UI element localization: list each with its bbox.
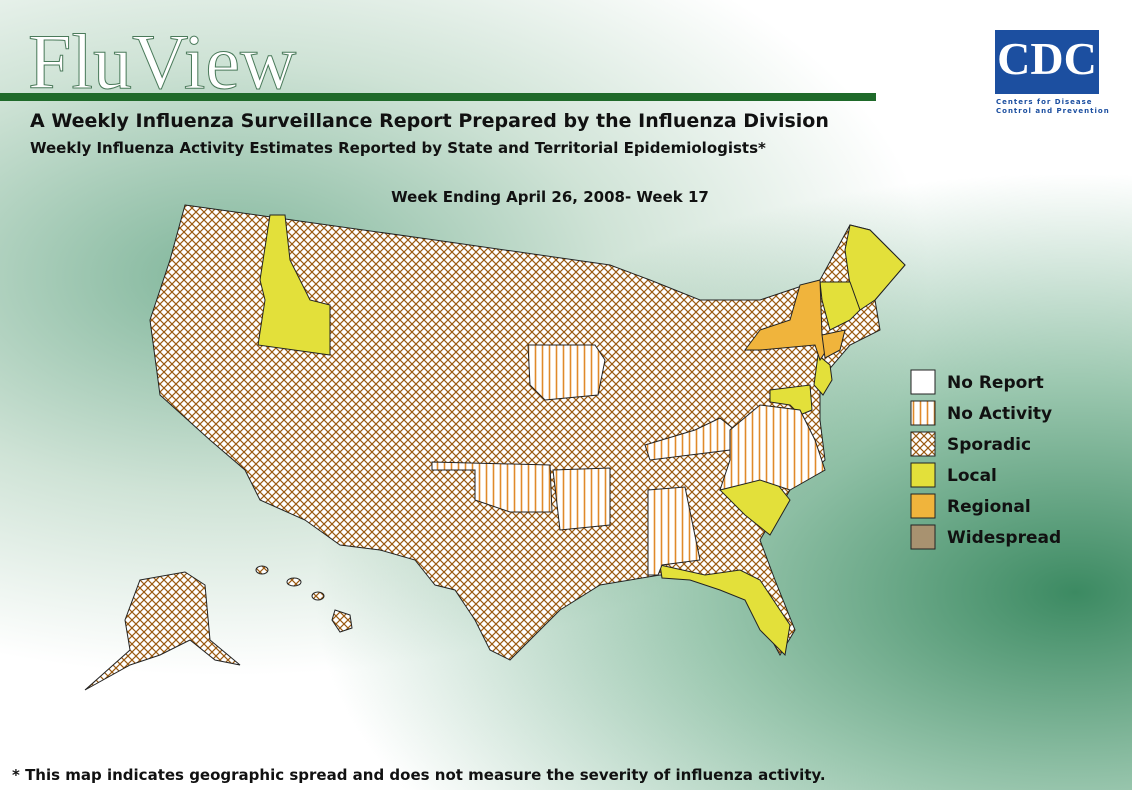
- state-no-activity: [719, 404, 826, 491]
- state-no-activity: [431, 461, 553, 513]
- footnote: * This map indicates geographic spread a…: [12, 766, 826, 784]
- legend-label: No Report: [947, 373, 1044, 393]
- state-sporadic: [84, 571, 241, 691]
- legend: [910, 369, 936, 550]
- state-local: [257, 214, 331, 356]
- legend-label: Widespread: [947, 528, 1061, 548]
- legend-labels: No Report No Activity Sporadic Local Reg…: [947, 373, 1061, 548]
- state-no-activity: [647, 486, 701, 576]
- legend-swatch: [910, 524, 936, 550]
- state-local: [844, 224, 906, 311]
- subtitle: A Weekly Influenza Surveillance Report P…: [30, 110, 829, 132]
- legend-swatch: [910, 431, 936, 457]
- legend-swatch: [910, 369, 936, 395]
- state-regional: [821, 329, 846, 359]
- us-map: [84, 204, 906, 691]
- legend-swatch: [910, 462, 936, 488]
- legend-swatch: [910, 493, 936, 519]
- logo-caption: Control and Prevention: [996, 107, 1110, 115]
- state-no-activity: [552, 467, 611, 531]
- logo-text: CDC: [997, 33, 1097, 84]
- state-local: [659, 564, 791, 657]
- legend-label: No Activity: [947, 404, 1052, 424]
- hawaii: [331, 609, 353, 633]
- week-label: Week Ending April 26, 2008- Week 17: [391, 188, 709, 206]
- title-rule: [0, 93, 876, 101]
- hawaii: [286, 577, 302, 587]
- legend-label: Local: [947, 466, 997, 486]
- cdc-logo: [995, 30, 1099, 94]
- legend-label: Sporadic: [947, 435, 1031, 455]
- state-local: [819, 281, 861, 331]
- title: FluView: [28, 18, 296, 105]
- hawaii: [311, 591, 325, 601]
- logo-caption: Centers for Disease: [996, 98, 1093, 106]
- state-local: [813, 354, 833, 396]
- legend-swatch: [910, 400, 936, 426]
- state-no-activity: [527, 344, 606, 401]
- hawaii: [255, 565, 269, 575]
- subtitle: Weekly Influenza Activity Estimates Repo…: [30, 139, 766, 157]
- legend-label: Regional: [947, 497, 1031, 517]
